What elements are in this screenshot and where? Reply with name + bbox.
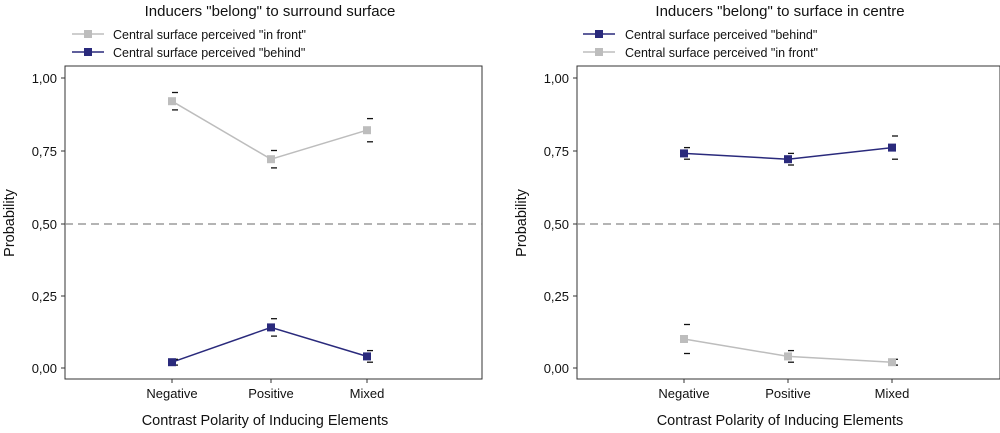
y-tick-label: 0,00 — [544, 361, 569, 376]
chart-right-plot-frame — [576, 65, 1000, 380]
data-point — [680, 149, 688, 158]
chart-left-plot-frame — [64, 65, 483, 380]
chart-right-legend: Central surface perceived "behind" Centr… — [583, 28, 818, 60]
legend-right-item-2-label: Central surface perceived "in front" — [625, 46, 818, 60]
y-tick-label: 0,75 — [32, 144, 57, 159]
data-point — [888, 143, 896, 152]
y-tick-label: 0,00 — [32, 361, 57, 376]
legend-left-item-2-marker — [84, 48, 92, 56]
chart-right-y-axis: 0,00 0,25 0,50 0,75 1,00 Probability — [514, 71, 577, 376]
legend-left-item-1-marker — [84, 30, 92, 38]
chart-left-series-1 — [168, 91, 373, 169]
data-point — [784, 352, 792, 361]
legend-right-item-1-label: Central surface perceived "behind" — [625, 28, 817, 42]
y-tick-label: 0,50 — [544, 217, 569, 232]
chart-left-x-axis: Negative Positive Mixed Contrast Polarit… — [142, 379, 389, 429]
chart-right-series-2 — [680, 323, 898, 367]
y-tick-label: 0,50 — [32, 217, 57, 232]
data-point — [680, 335, 688, 343]
y-tick-label: 0,75 — [544, 144, 569, 159]
chart-left-x-axis-label: Contrast Polarity of Inducing Elements — [142, 413, 389, 429]
legend-right-item-2-marker — [595, 48, 603, 56]
data-point — [267, 323, 275, 332]
data-point — [168, 358, 176, 367]
data-point — [267, 155, 275, 164]
legend-right-item-1-marker — [595, 30, 603, 38]
chart-right-series-1 — [680, 135, 898, 166]
data-point — [168, 97, 176, 106]
x-tick-label: Negative — [146, 386, 197, 401]
chart-left-y-axis: 0,00 0,25 0,50 0,75 1,00 Probability — [2, 71, 65, 376]
chart-right-y-axis-label: Probability — [514, 188, 530, 256]
y-tick-label: 1,00 — [544, 71, 569, 86]
data-point — [363, 352, 371, 361]
y-tick-label: 0,25 — [544, 289, 569, 304]
legend-left-item-1-label: Central surface perceived "in front" — [113, 28, 306, 42]
data-point — [784, 155, 792, 164]
chart-left-legend: Central surface perceived "in front" Cen… — [72, 28, 306, 60]
series-line — [171, 326, 368, 363]
chart-left: Inducers "belong" to surround surface Ce… — [2, 3, 483, 429]
chart-left-title: Inducers "belong" to surround surface — [145, 3, 396, 20]
x-tick-label: Positive — [765, 386, 811, 401]
chart-left-series-2 — [168, 318, 373, 367]
chart-right: Inducers "belong" to surface in centre C… — [514, 3, 1000, 429]
x-tick-label: Mixed — [350, 386, 385, 401]
x-tick-label: Negative — [658, 386, 709, 401]
series-line — [171, 100, 368, 161]
x-tick-label: Positive — [248, 386, 294, 401]
chart-left-y-axis-label: Probability — [2, 188, 18, 256]
chart-right-x-axis: Negative Positive Mixed Contrast Polarit… — [657, 379, 910, 429]
x-tick-label: Mixed — [875, 386, 910, 401]
data-point — [888, 358, 896, 367]
chart-right-x-axis-label: Contrast Polarity of Inducing Elements — [657, 413, 904, 429]
y-tick-label: 1,00 — [32, 71, 57, 86]
y-tick-label: 0,25 — [32, 289, 57, 304]
legend-left-item-2-label: Central surface perceived "behind" — [113, 46, 305, 60]
data-point — [363, 126, 371, 135]
chart-right-title: Inducers "belong" to surface in centre — [655, 3, 904, 20]
